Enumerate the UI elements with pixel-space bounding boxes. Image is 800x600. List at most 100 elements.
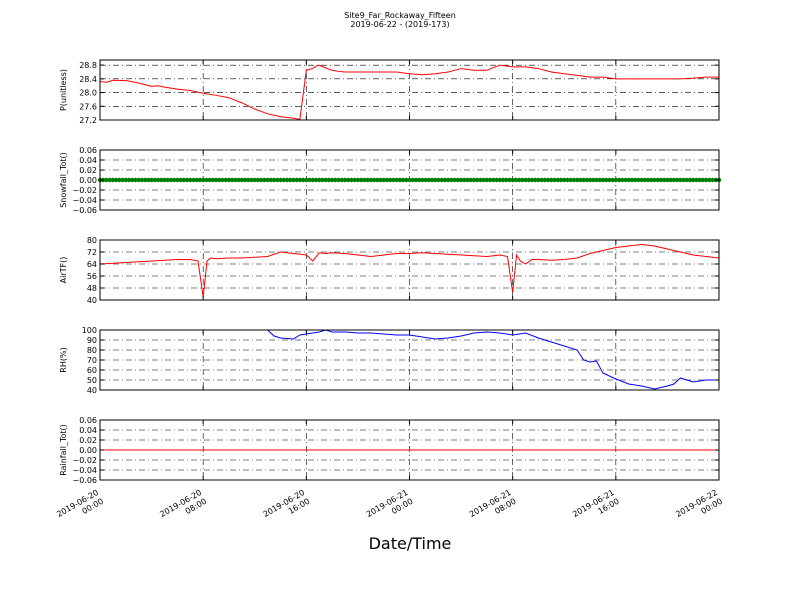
x-tick-label: 2019-06-2016:00	[262, 488, 312, 528]
data-point-snowfall-tot	[400, 177, 406, 183]
data-point-snowfall-tot	[420, 177, 425, 183]
data-point-snowfall-tot	[529, 177, 535, 183]
data-point-snowfall-tot	[130, 177, 135, 183]
data-point-snowfall-tot	[362, 177, 367, 183]
data-point-snowfall-tot	[481, 177, 486, 183]
data-point-snowfall-tot	[120, 177, 125, 183]
data-point-snowfall-tot	[162, 177, 167, 183]
data-point-snowfall-tot	[110, 177, 116, 183]
data-point-snowfall-tot	[197, 177, 203, 183]
y-axis-label: Snowfall_Tot()	[59, 152, 68, 208]
chart-title: Site9_Far_Rockaway_Fifteen	[344, 11, 456, 20]
data-point-snowfall-tot	[462, 177, 467, 183]
data-point-snowfall-tot	[687, 177, 693, 183]
data-point-snowfall-tot	[178, 177, 183, 183]
data-point-snowfall-tot	[204, 177, 209, 183]
data-point-snowfall-tot	[194, 177, 199, 183]
data-point-snowfall-tot	[668, 177, 673, 183]
y-tick-label: −0.02	[72, 456, 97, 465]
data-point-snowfall-tot	[223, 177, 228, 183]
data-point-snowfall-tot	[320, 177, 325, 183]
data-point-snowfall-tot	[445, 177, 451, 183]
data-point-snowfall-tot	[533, 177, 538, 183]
data-point-snowfall-tot	[271, 177, 277, 183]
data-point-snowfall-tot	[352, 177, 357, 183]
data-point-snowfall-tot	[297, 177, 303, 183]
y-tick-label: 28.0	[79, 89, 97, 98]
data-point-snowfall-tot	[703, 177, 709, 183]
data-point-snowfall-tot	[300, 177, 306, 183]
y-tick-label: 64	[87, 260, 97, 269]
data-point-snowfall-tot	[652, 177, 657, 183]
data-point-snowfall-tot	[484, 177, 490, 183]
y-tick-label: 90	[87, 336, 97, 345]
data-point-snowfall-tot	[149, 177, 154, 183]
data-point-snowfall-tot	[565, 177, 570, 183]
data-point-snowfall-tot	[491, 177, 496, 183]
data-point-snowfall-tot	[291, 177, 296, 183]
data-point-snowfall-tot	[574, 177, 580, 183]
data-point-snowfall-tot	[168, 177, 174, 183]
data-point-snowfall-tot	[661, 177, 667, 183]
data-point-snowfall-tot	[513, 177, 519, 183]
data-point-snowfall-tot	[645, 177, 651, 183]
data-point-snowfall-tot	[307, 177, 312, 183]
data-point-snowfall-tot	[329, 177, 335, 183]
data-point-snowfall-tot	[581, 177, 586, 183]
data-point-snowfall-tot	[610, 177, 615, 183]
data-point-snowfall-tot	[655, 177, 660, 183]
data-point-snowfall-tot	[542, 177, 548, 183]
data-point-snowfall-tot	[394, 177, 399, 183]
data-point-snowfall-tot	[597, 177, 602, 183]
data-point-snowfall-tot	[242, 177, 248, 183]
data-point-snowfall-tot	[226, 177, 232, 183]
data-point-snowfall-tot	[336, 177, 341, 183]
data-point-snowfall-tot	[697, 177, 702, 183]
data-point-snowfall-tot	[665, 177, 670, 183]
data-point-snowfall-tot	[642, 177, 648, 183]
data-point-snowfall-tot	[623, 177, 628, 183]
y-tick-label: 0.00	[79, 176, 97, 185]
data-point-snowfall-tot	[691, 177, 696, 183]
x-tick-label: 2019-06-2008:00	[158, 488, 208, 528]
data-point-snowfall-tot	[594, 177, 599, 183]
data-point-snowfall-tot	[375, 177, 380, 183]
data-point-snowfall-tot	[674, 177, 680, 183]
data-point-snowfall-tot	[600, 177, 606, 183]
data-point-snowfall-tot	[355, 177, 361, 183]
data-point-snowfall-tot	[449, 177, 454, 183]
y-tick-label: 0.02	[79, 436, 97, 445]
data-point-snowfall-tot	[487, 177, 493, 183]
data-point-snowfall-tot	[249, 177, 254, 183]
data-point-snowfall-tot	[155, 177, 161, 183]
data-point-snowfall-tot	[133, 177, 138, 183]
data-point-snowfall-tot	[294, 177, 299, 183]
data-point-snowfall-tot	[684, 177, 689, 183]
data-point-snowfall-tot	[587, 177, 593, 183]
data-point-snowfall-tot	[236, 177, 241, 183]
data-point-snowfall-tot	[152, 177, 158, 183]
y-tick-label: 0.00	[79, 446, 97, 455]
data-point-snowfall-tot	[371, 177, 377, 183]
data-point-snowfall-tot	[549, 177, 554, 183]
y-tick-label: 40	[87, 386, 97, 395]
y-tick-label: −0.02	[72, 186, 97, 195]
data-point-snowfall-tot	[288, 177, 293, 183]
data-point-snowfall-tot	[339, 177, 344, 183]
y-tick-label: 80	[87, 236, 97, 245]
data-point-snowfall-tot	[123, 177, 128, 183]
data-point-snowfall-tot	[200, 177, 206, 183]
data-point-snowfall-tot	[191, 177, 196, 183]
data-point-snowfall-tot	[146, 177, 151, 183]
data-point-snowfall-tot	[510, 177, 515, 183]
data-point-snowfall-tot	[632, 177, 638, 183]
data-point-snowfall-tot	[626, 177, 631, 183]
data-point-snowfall-tot	[233, 177, 238, 183]
data-point-snowfall-tot	[126, 177, 132, 183]
data-point-snowfall-tot	[536, 177, 541, 183]
data-point-snowfall-tot	[429, 177, 435, 183]
data-point-snowfall-tot	[620, 177, 625, 183]
data-point-snowfall-tot	[310, 177, 315, 183]
data-point-snowfall-tot	[500, 177, 506, 183]
data-point-snowfall-tot	[410, 177, 415, 183]
